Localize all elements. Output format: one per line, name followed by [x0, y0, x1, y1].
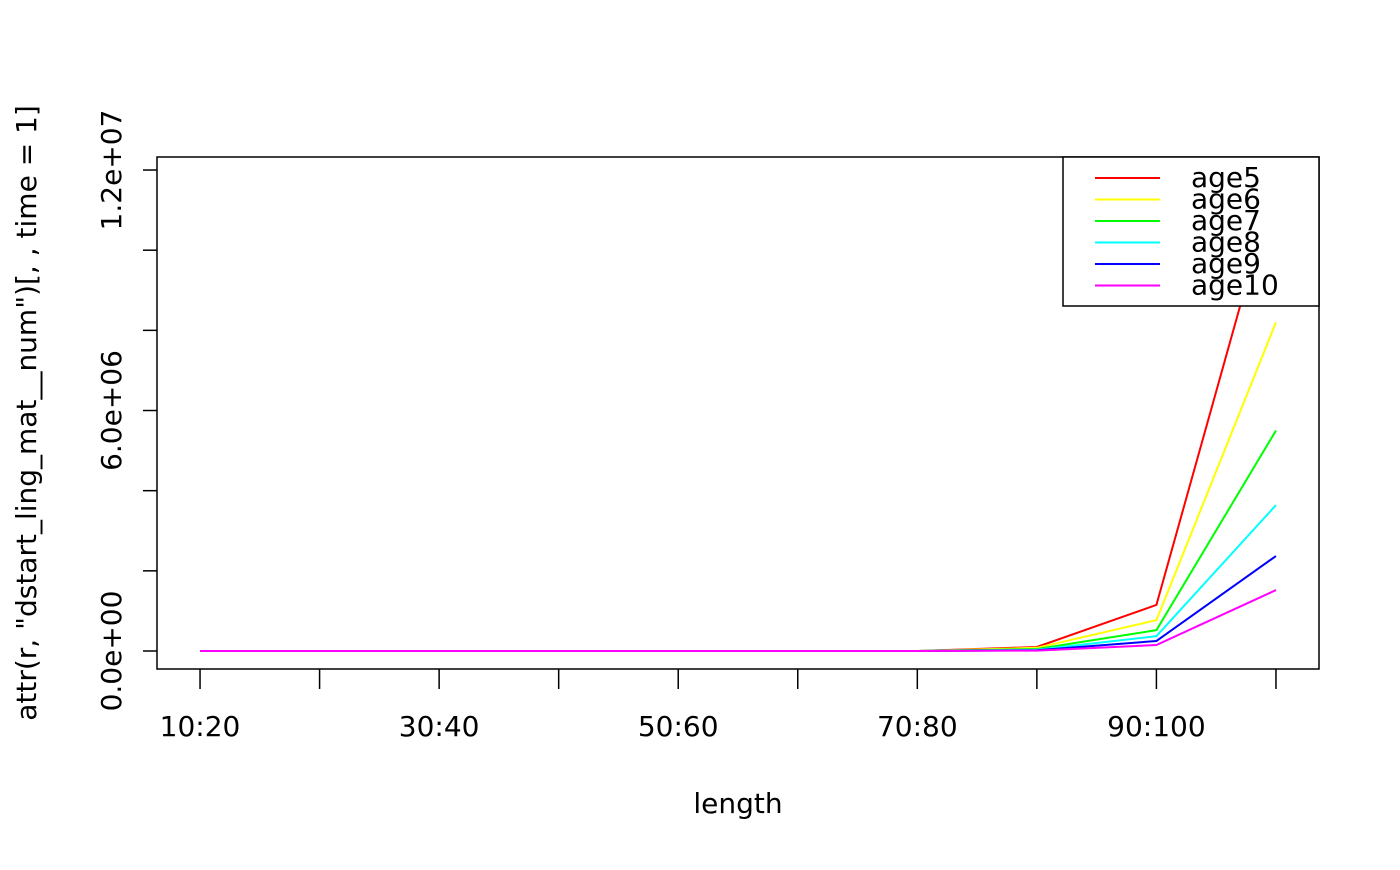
- y-tick-label: 0.0e+00: [95, 591, 128, 712]
- x-tick-label: 90:100: [1107, 710, 1206, 743]
- series-line: [200, 430, 1277, 653]
- x-axis-label: length: [693, 787, 782, 820]
- x-tick-label: 30:40: [399, 710, 480, 743]
- legend-label: age10: [1191, 269, 1279, 302]
- legend-label: age8: [1191, 226, 1261, 259]
- series-line: [200, 589, 1277, 653]
- legend-label: age6: [1191, 183, 1261, 216]
- y-tick-label: 6.0e+06: [95, 350, 128, 471]
- y-tick-label: 1.2e+07: [95, 110, 128, 231]
- legend-box: [1062, 156, 1320, 307]
- plot-lines: [200, 177, 1277, 653]
- y-axis-label: attr(r, "dstart_ling_mat__num")[, , time…: [10, 105, 43, 721]
- series-line: [200, 321, 1277, 653]
- x-tick-label: 50:60: [638, 710, 719, 743]
- x-tick-label: 10:20: [160, 710, 241, 743]
- legend-label: age9: [1191, 247, 1261, 280]
- plot-frame: [156, 156, 1320, 670]
- x-tick-label: 70:80: [877, 710, 958, 743]
- legend-label: age7: [1191, 204, 1261, 237]
- legend-label: age5: [1191, 161, 1261, 194]
